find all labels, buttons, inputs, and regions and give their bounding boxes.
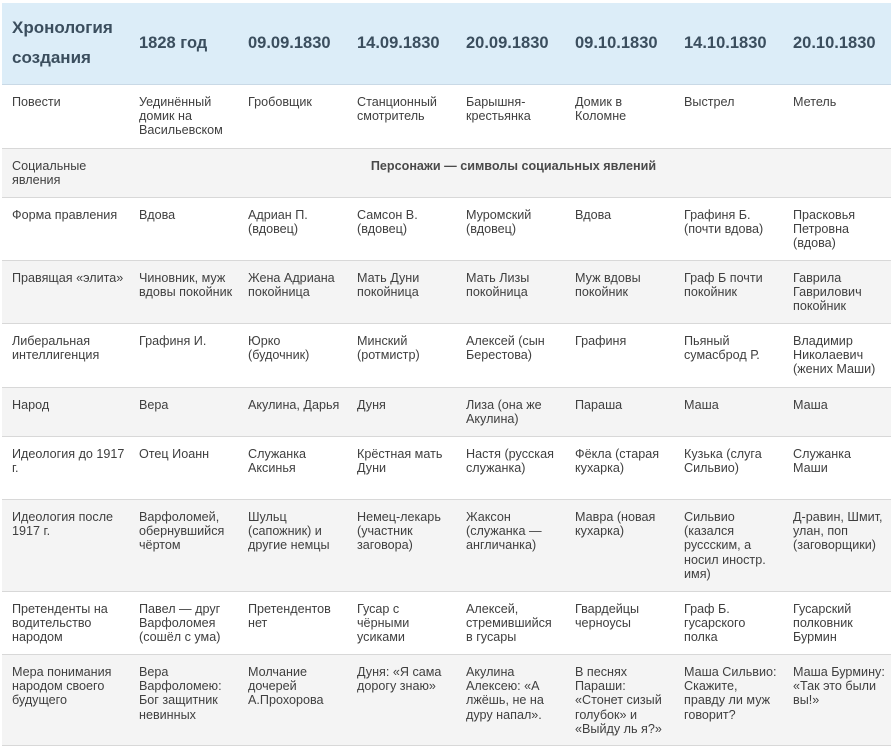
table-cell: Кузька (слуга Сильвио) (674, 436, 783, 500)
table-cell: Самсон В. (вдовец) (347, 197, 456, 261)
table-cell: Графиня И. (129, 323, 238, 388)
table-cell: Маша (674, 387, 783, 437)
table-cell: Домик в Коломне (565, 84, 674, 149)
header-date: 14.10.1830 (674, 3, 783, 85)
table-cell: Барышня-крестьянка (456, 84, 565, 149)
table-cell: Молчание дочерей А.Прохорова (238, 654, 347, 746)
table-cell: Чиновник, муж вдовы покойник (129, 260, 238, 324)
span-heading: Персонажи — символы социальных явлений (129, 148, 891, 198)
row-label: Повести (2, 84, 129, 149)
table-cell: Станционный смотритель (347, 84, 456, 149)
table-cell: Гусар с чёрными усиками (347, 591, 456, 655)
table-cell: Мать Дуни покойница (347, 260, 456, 324)
table-cell: Мать Лизы покойница (456, 260, 565, 324)
header-date: 1828 год (129, 3, 238, 85)
table-cell: Графиня (565, 323, 674, 388)
table-cell: Выстрел (674, 84, 783, 149)
table-cell: Гусарский полковник Бурмин (783, 591, 891, 655)
table-cell: Немец-лекарь (участник заговора) (347, 499, 456, 592)
table-row: Идеология после 1917 г. Варфоломей, обер… (2, 499, 891, 592)
table-cell: Параша (565, 387, 674, 437)
row-label: Социальные явления (2, 148, 129, 198)
header-date: 20.10.1830 (783, 3, 891, 85)
table-cell: Варфоломей, обернувшийся чёртом (129, 499, 238, 592)
table-cell: Метель (783, 84, 891, 149)
header-date: 09.10.1830 (565, 3, 674, 85)
table-cell: Крёстная мать Дуни (347, 436, 456, 500)
table-cell: Дуня: «Я сама дорогу знаю» (347, 654, 456, 746)
table-row: Форма правления Вдова Адриан П. (вдовец)… (2, 197, 891, 261)
table-row: Мера понимания народом своего будущего В… (2, 654, 891, 746)
table-row: Идеология до 1917 г. Отец Иоанн Служанка… (2, 436, 891, 500)
header-row: Хронология создания 1828 год 09.09.1830 … (2, 3, 891, 85)
row-label: Идеология после 1917 г. (2, 499, 129, 592)
table-row: Либеральная интеллигенция Графиня И. Юрк… (2, 323, 891, 388)
table-cell: Мавра (новая кухарка) (565, 499, 674, 592)
table-cell: Акулина, Дарья (238, 387, 347, 437)
chronology-table: Хронология создания 1828 год 09.09.1830 … (2, 3, 891, 746)
table-cell: Шульц (сапожник) и другие немцы (238, 499, 347, 592)
table-cell: Фёкла (старая кухарка) (565, 436, 674, 500)
table-cell: Пьяный сумасброд Р. (674, 323, 783, 388)
header-date: 09.09.1830 (238, 3, 347, 85)
table-cell: Адриан П. (вдовец) (238, 197, 347, 261)
table-cell: Алексей, стремившийся в гусары (456, 591, 565, 655)
row-label: Правящая «элита» (2, 260, 129, 324)
table-cell: Графиня Б. (почти вдова) (674, 197, 783, 261)
table-cell: Маша (783, 387, 891, 437)
header-date: 20.09.1830 (456, 3, 565, 85)
table-row: Претенденты на водительство народом Паве… (2, 591, 891, 655)
header-title: Хронология создания (2, 3, 129, 85)
table-cell: Гвардейцы черноусы (565, 591, 674, 655)
table-cell: Прасковья Петровна (вдова) (783, 197, 891, 261)
table-cell: Акулина Алексею: «А лжёшь, не на дуру на… (456, 654, 565, 746)
table-cell: Вдова (565, 197, 674, 261)
table-cell: Гробовщик (238, 84, 347, 149)
row-label: Форма правления (2, 197, 129, 261)
table-cell: Граф Б почти покойник (674, 260, 783, 324)
table-cell: Дуня (347, 387, 456, 437)
table-cell: Юрко (будочник) (238, 323, 347, 388)
table-cell: В песнях Параши: «Стонет сизый голубок» … (565, 654, 674, 746)
row-label: Идеология до 1917 г. (2, 436, 129, 500)
table-cell: Муж вдовы покойник (565, 260, 674, 324)
header-date: 14.09.1830 (347, 3, 456, 85)
table-cell: Д-равин, Шмит, улан, поп (заговорщики) (783, 499, 891, 592)
table-cell: Вера (129, 387, 238, 437)
table-body: Повести Уединённый домик на Васильевском… (2, 84, 891, 746)
table-cell: Служанка Аксинья (238, 436, 347, 500)
row-label: Либеральная интеллигенция (2, 323, 129, 388)
row-label: Мера понимания народом своего будущего (2, 654, 129, 746)
table-cell: Гаврила Гаврилович покойник (783, 260, 891, 324)
table-cell: Претендентов нет (238, 591, 347, 655)
table-cell: Минский (ротмистр) (347, 323, 456, 388)
table-cell: Сильвио (казался русcским, а носил иност… (674, 499, 783, 592)
table-cell: Муромский (вдовец) (456, 197, 565, 261)
table-cell: Уединённый домик на Васильевском (129, 84, 238, 149)
table-cell: Владимир Николаевич (жених Маши) (783, 323, 891, 388)
table-cell: Вдова (129, 197, 238, 261)
table-cell: Жаксон (служанка — англичанка) (456, 499, 565, 592)
table-cell: Маша Сильвио: Скажите, правду ли муж гов… (674, 654, 783, 746)
table-cell: Лиза (она же Акулина) (456, 387, 565, 437)
table-row: Правящая «элита» Чиновник, муж вдовы пок… (2, 260, 891, 324)
table-row: Повести Уединённый домик на Васильевском… (2, 84, 891, 149)
row-label: Претенденты на водительство народом (2, 591, 129, 655)
table-cell: Маша Бурмину: «Так это были вы!» (783, 654, 891, 746)
table-cell: Жена Адриана покойница (238, 260, 347, 324)
table-cell: Алексей (сын Берестова) (456, 323, 565, 388)
table-header: Хронология создания 1828 год 09.09.1830 … (2, 3, 891, 85)
table-cell: Граф Б. гусарского полка (674, 591, 783, 655)
table-cell: Павел — друг Варфоломея (сошёл с ума) (129, 591, 238, 655)
row-label: Народ (2, 387, 129, 437)
table-cell: Отец Иоанн (129, 436, 238, 500)
table-cell: Настя (русская служанка) (456, 436, 565, 500)
table-cell: Вера Варфоломею: Бог защитник невинных (129, 654, 238, 746)
table-cell: Служанка Маши (783, 436, 891, 500)
table-row: Народ Вера Акулина, Дарья Дуня Лиза (она… (2, 387, 891, 437)
table-row: Социальные явления Персонажи — символы с… (2, 148, 891, 198)
